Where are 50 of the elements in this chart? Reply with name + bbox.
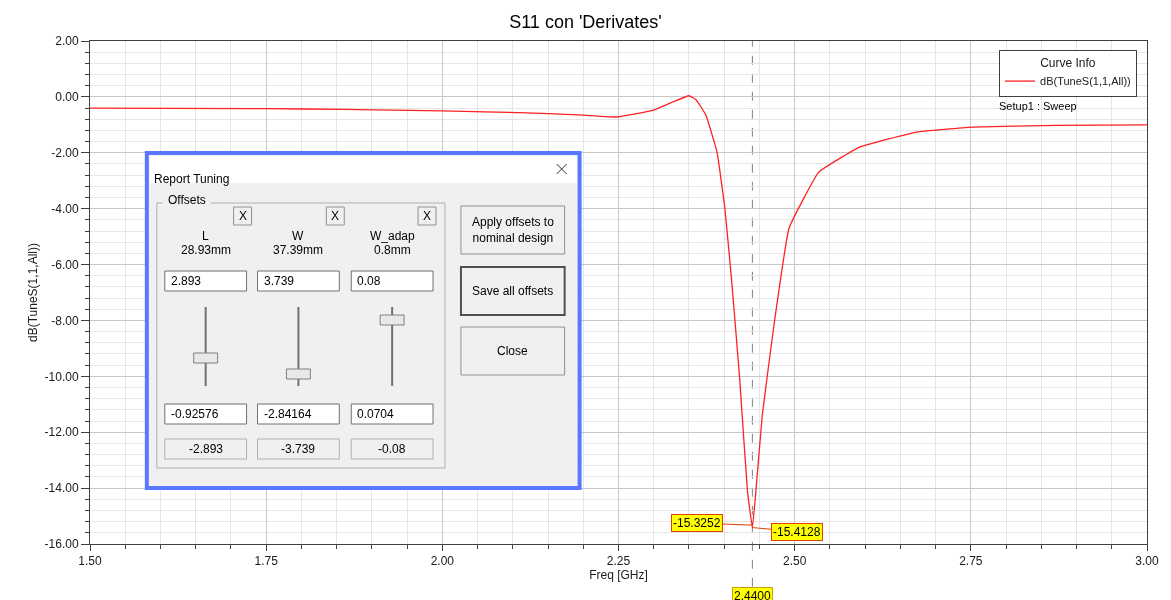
annotation: 0.08 <box>357 274 381 288</box>
legend-label: dB(TuneS(1,1,All)) <box>1040 75 1131 88</box>
y-tick-label: -16.00 <box>44 537 79 552</box>
annotation: 2.893 <box>171 274 202 288</box>
annotation: Setup1 : Sweep <box>999 100 1077 112</box>
annotation: -3.739 <box>281 442 316 456</box>
x-tick-label: 1.50 <box>78 554 102 569</box>
annotation: 3.739 <box>264 274 295 288</box>
annotation: -15.3252 <box>673 516 721 530</box>
x-axis-title: Freq [GHz] <box>589 568 648 583</box>
y-tick-label: -2.00 <box>51 145 79 160</box>
annotation: -0.92576 <box>171 407 219 421</box>
x-tick-label: 2.75 <box>959 554 983 569</box>
y-tick-label: -6.00 <box>51 257 79 272</box>
chart-title: S11 con 'Derivates' <box>509 12 662 33</box>
y-tick-label: -4.00 <box>51 201 79 216</box>
ref-line-label: 2.4400 <box>734 589 772 600</box>
y-tick-label: -10.00 <box>44 369 79 384</box>
x-tick-label: 1.75 <box>254 554 279 569</box>
y-tick-label: 2.00 <box>55 34 79 49</box>
y-tick-label: -8.00 <box>51 313 79 328</box>
annotation: Save all offsets <box>472 284 554 298</box>
annotation: -2.84164 <box>264 407 312 421</box>
annotation: -15.4128 <box>773 525 821 539</box>
annotation: L <box>202 229 209 243</box>
x-tick-label: 3.00 <box>1135 554 1159 569</box>
annotation: Apply offsets to nominal design <box>472 215 555 245</box>
x-tick-label: 2.50 <box>782 554 807 569</box>
line-series <box>90 95 1147 529</box>
annotation: 0.0704 <box>357 407 395 421</box>
annotation: X <box>331 209 340 223</box>
y-tick-label: -12.00 <box>44 425 79 440</box>
annotation: X <box>239 209 248 223</box>
legend-title: Curve Info <box>1040 55 1096 70</box>
annotation: X <box>423 209 432 223</box>
annotation: Close <box>497 344 529 358</box>
y-tick-label: -14.00 <box>44 481 79 496</box>
annotation: -0.08 <box>378 442 406 456</box>
annotation: 0.8mm <box>374 243 411 257</box>
annotation: W <box>292 229 304 243</box>
text: Report Tuning <box>154 172 230 186</box>
y-axis-title: dB(TuneS(1,1,All)) <box>25 243 40 342</box>
x-tick-label: 2.00 <box>430 554 455 569</box>
annotation: W_adap <box>370 229 416 243</box>
annotation: -2.893 <box>189 442 224 456</box>
annotation: 37.39mm <box>273 243 324 257</box>
annotation: Offsets <box>168 193 206 207</box>
annotation: 28.93mm <box>181 243 232 257</box>
x-tick-label: 2.25 <box>606 554 631 569</box>
y-tick-label: 0.00 <box>55 90 79 105</box>
